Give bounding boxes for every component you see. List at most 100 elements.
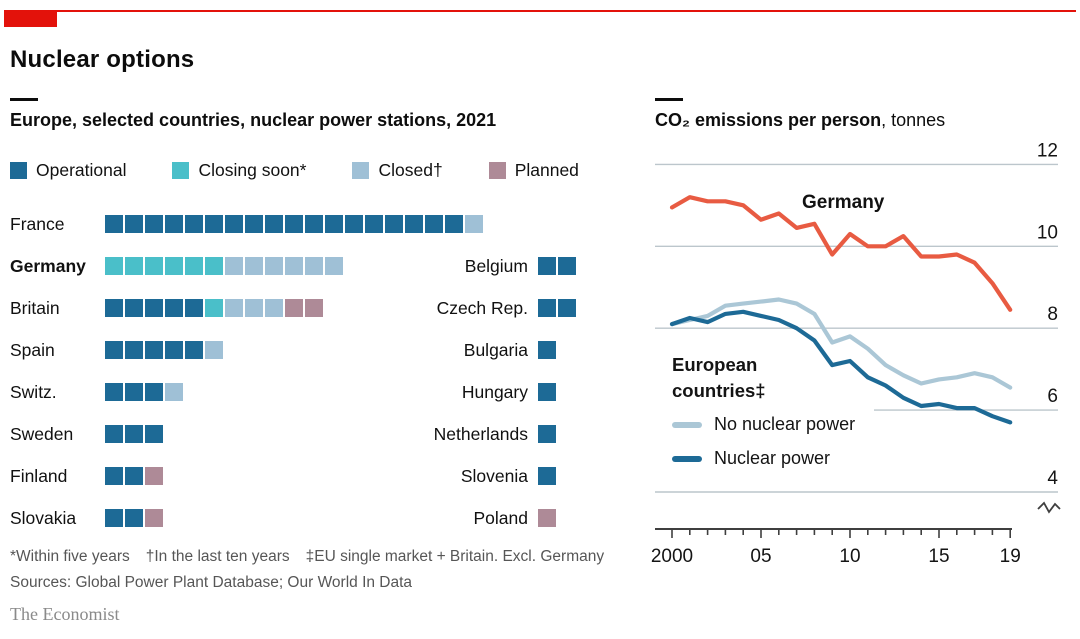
x-tick-label: 15 [928, 546, 949, 567]
y-tick-label: 12 [1037, 140, 1058, 161]
waffle-square-operational [305, 215, 323, 233]
legend-label: Closed† [378, 160, 443, 180]
waffle-square-planned [145, 467, 163, 485]
country-label: Sweden [10, 423, 74, 444]
line-legend-label: Nuclear power [714, 448, 831, 468]
legend-chip-closing [172, 162, 190, 179]
waffle-square-operational [205, 215, 223, 233]
country-label: Slovakia [10, 507, 77, 528]
y-tick-label: 8 [1047, 304, 1058, 325]
waffle-square-operational [105, 467, 123, 485]
waffle-square-operational [558, 299, 576, 317]
waffle-square-operational [185, 215, 203, 233]
waffle-square-operational [538, 425, 556, 443]
country-label: Spain [10, 339, 55, 360]
waffle-square-operational [145, 341, 163, 359]
legend-item-closed: Closed† [352, 160, 443, 181]
waffle-square-operational [445, 215, 463, 233]
waffle-square-closed [325, 257, 343, 275]
waffle-square-operational [405, 215, 423, 233]
footnote: ‡EU single market + Britain. Excl. Germa… [305, 548, 605, 565]
waffle-square-operational [105, 383, 123, 401]
waffle-row: France [10, 203, 635, 245]
waffle-right-group: Bulgaria [378, 329, 556, 371]
waffle-square-closed [165, 383, 183, 401]
waffle-squares [105, 509, 163, 527]
european-countries-line2: countries‡ [672, 380, 766, 401]
line-legend-swatch [672, 421, 702, 428]
x-tick-label: 05 [750, 546, 771, 567]
x-tick-label: 10 [839, 546, 860, 567]
country-label: Poland [473, 507, 529, 528]
waffle-right-group: Czech Rep. [378, 287, 576, 329]
european-countries-label: European countries‡ [672, 352, 766, 404]
waffle-row: Finland Slovenia [10, 455, 635, 497]
waffle-square-planned [538, 509, 556, 527]
waffle-square-operational [165, 215, 183, 233]
waffle-square-operational [165, 299, 183, 317]
waffle-square-operational [145, 215, 163, 233]
waffle-square-operational [125, 467, 143, 485]
country-label: Finland [10, 465, 68, 486]
waffle-squares [538, 467, 556, 485]
line-chart-title-main: CO₂ emissions per person [655, 110, 882, 130]
waffle-square-operational [385, 215, 403, 233]
footnote: †In the last ten years [145, 548, 290, 565]
y-tick-label: 6 [1047, 386, 1058, 407]
germany-annotation: Germany [802, 192, 885, 213]
waffle-square-closed [285, 257, 303, 275]
waffle-squares [538, 383, 556, 401]
country-label: Slovenia [460, 465, 528, 486]
legend-chip-planned [488, 162, 506, 179]
waffle-row: Germany Belgium [10, 245, 635, 287]
y-tick-label: 4 [1047, 468, 1058, 489]
waffle-right-group: Belgium [378, 245, 576, 287]
waffle-square-operational [245, 215, 263, 233]
waffle-square-closing [185, 257, 203, 275]
waffle-square-operational [538, 257, 556, 275]
waffle-square-closing [105, 257, 123, 275]
waffle-right-group: Poland [378, 497, 556, 539]
european-countries-line1: European [672, 354, 758, 375]
waffle-square-closing [125, 257, 143, 275]
waffle-square-operational [285, 215, 303, 233]
waffle-square-operational [165, 341, 183, 359]
country-label: Netherlands [433, 423, 528, 444]
series-line-nuclear-power [669, 309, 1013, 425]
country-label: Hungary [461, 381, 528, 402]
sources: Sources: Global Power Plant Database; Ou… [10, 574, 413, 591]
waffle-squares [105, 341, 223, 359]
brand-rule [4, 10, 1076, 12]
waffle-square-closed [245, 257, 263, 275]
waffle-square-closing [165, 257, 183, 275]
waffle-square-operational [225, 215, 243, 233]
line-legend-label: No nuclear power [714, 414, 856, 434]
waffle-squares [105, 257, 343, 275]
waffle-square-operational [538, 299, 556, 317]
line-legend-item: Nuclear power [672, 448, 855, 469]
waffle-squares [538, 341, 556, 359]
waffle-square-operational [145, 425, 163, 443]
brand-mark [4, 10, 57, 27]
waffle-square-operational [185, 341, 203, 359]
waffle-square-operational [265, 215, 283, 233]
country-label: Bulgaria [463, 339, 528, 360]
legend-label: Operational [36, 160, 127, 180]
line-legend-swatch [672, 455, 702, 462]
waffle-row: Britain Czech Rep. [10, 287, 635, 329]
line-chart-title: CO₂ emissions per person, tonnes [655, 110, 945, 131]
waffle-row: Spain Bulgaria [10, 329, 635, 371]
waffle-square-operational [125, 383, 143, 401]
waffle-square-operational [538, 383, 556, 401]
right-panel-dash [655, 98, 683, 101]
waffle-square-closed [225, 299, 243, 317]
legend-label: Planned [514, 160, 579, 180]
waffle-square-planned [285, 299, 303, 317]
waffle-squares [105, 383, 183, 401]
waffle-row: Sweden Netherlands [10, 413, 635, 455]
country-label: France [10, 213, 65, 234]
waffle-row: Slovakia Poland [10, 497, 635, 539]
country-label: Germany [10, 255, 86, 276]
left-panel-dash [10, 98, 38, 101]
legend-item-closing: Closing soon* [172, 160, 306, 181]
